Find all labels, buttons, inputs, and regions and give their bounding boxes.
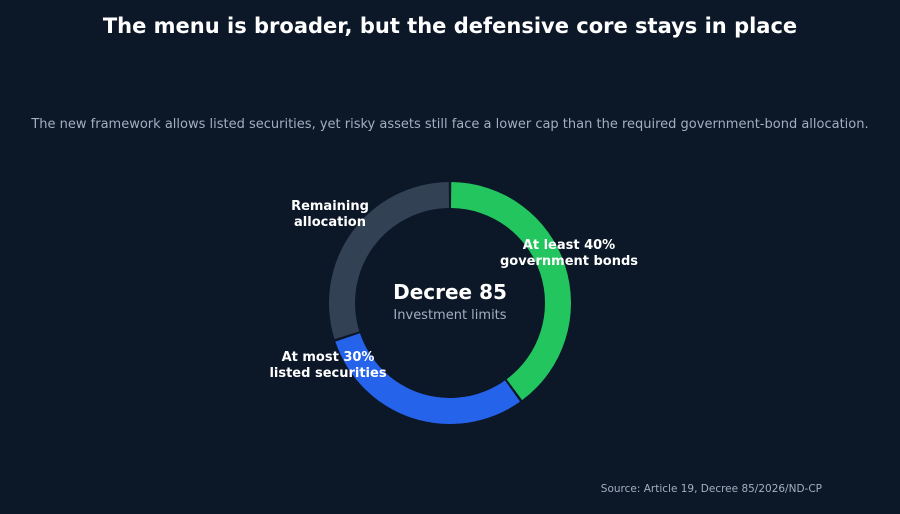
- chart-subtitle: The new framework allows listed securiti…: [31, 117, 869, 132]
- donut-slices: [329, 182, 571, 424]
- slice-label-line: At least 40%: [523, 238, 615, 253]
- donut-slice-3: [329, 182, 450, 340]
- donut-slice-1: [450, 182, 571, 401]
- slice-labels: At least 40% government bonds At most 30% l…: [269, 199, 638, 381]
- slice-label-line: government bonds: [500, 254, 638, 269]
- slice-label-1: At least 40% government bonds: [500, 238, 638, 269]
- center-subtitle: Investment limits: [393, 308, 506, 323]
- slice-label-3: Remaining allocation: [291, 199, 369, 230]
- center-title: Decree 85: [393, 280, 507, 304]
- slice-label-line: Remaining: [291, 199, 369, 214]
- slice-label-line: At most 30%: [282, 350, 375, 365]
- slice-label-2: At most 30% listed securities: [269, 350, 386, 381]
- source-note: Source: Article 19, Decree 85/2026/ND-CP: [600, 483, 822, 495]
- donut-slice-2: [335, 333, 521, 424]
- slice-label-line: listed securities: [269, 366, 386, 381]
- chart-title: The menu is broader, but the defensive c…: [102, 14, 798, 38]
- slice-label-line: allocation: [294, 215, 366, 230]
